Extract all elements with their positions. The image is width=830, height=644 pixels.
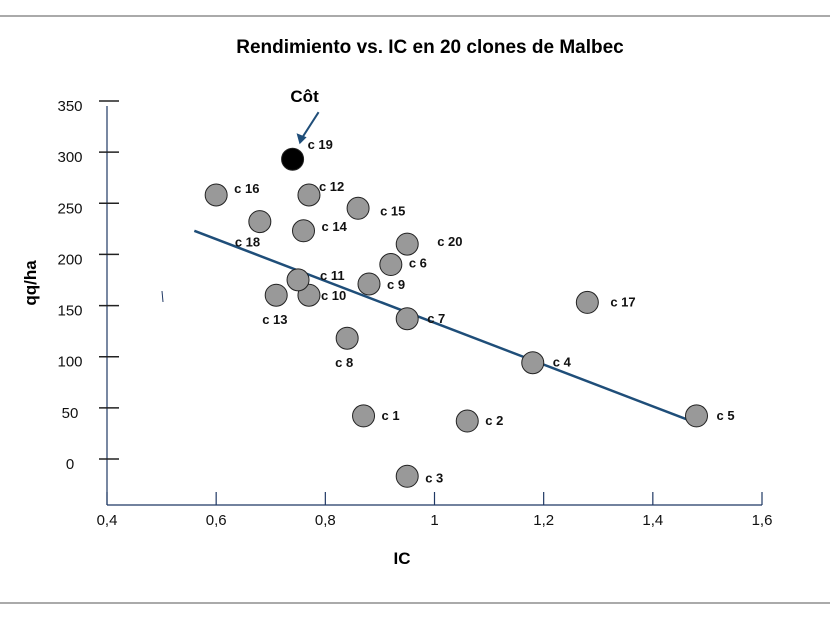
y-tick-label: 250 — [57, 200, 82, 217]
data-point — [395, 232, 419, 256]
callout-label: Côt — [290, 87, 319, 106]
y-axis-ticks: 0 50 100 150 200 250 300 350 — [57, 98, 119, 473]
data-point-label: c 16 — [234, 181, 259, 196]
data-point — [575, 290, 599, 314]
data-point — [379, 253, 403, 277]
data-point — [264, 283, 288, 307]
x-tick-label: 1,2 — [533, 512, 554, 529]
y-tick-label: 100 — [57, 354, 82, 371]
data-point-label: c 18 — [235, 235, 260, 250]
chart-title: Rendimiento vs. IC en 20 clones de Malbe… — [236, 37, 624, 58]
y-tick-label: 300 — [57, 149, 82, 166]
y-axis-title: qq/ha — [21, 260, 40, 306]
data-point-label: c 8 — [335, 355, 353, 370]
data-point-label: c 15 — [380, 203, 405, 218]
callout-arrowhead — [296, 133, 307, 145]
data-point-label: c 19 — [308, 137, 333, 152]
data-point — [297, 183, 321, 207]
y-tick-label: 0 — [66, 456, 74, 473]
data-point — [685, 404, 708, 428]
axes — [106, 106, 762, 506]
x-axis-title: IC — [394, 549, 411, 568]
data-point-label: c 9 — [387, 277, 405, 292]
data-point-label: c 11 — [320, 268, 345, 283]
data-point-labels: c 1 c 2 c 3 c 4 c 5 c 6 c 7 c 8 c 9 c 10 c 11 c 12 c… — [234, 137, 734, 485]
annotations: Côt — [290, 87, 320, 145]
data-point-label: c 17 — [610, 294, 635, 309]
stray-mark — [161, 290, 164, 303]
data-point-label: c 13 — [262, 312, 287, 327]
data-point-label: c 4 — [553, 355, 572, 370]
data-point — [248, 210, 272, 234]
x-tick-label: 0,4 — [97, 512, 118, 529]
data-point — [346, 196, 370, 220]
y-tick-label: 350 — [57, 98, 82, 115]
data-point-label: c 5 — [717, 408, 735, 423]
data-point-label: c 3 — [425, 470, 443, 485]
data-point-label: c 20 — [437, 234, 462, 249]
trendline-group — [193, 229, 697, 425]
x-tick-label: 1,4 — [642, 512, 663, 529]
data-point-highlight — [281, 147, 305, 171]
data-point — [204, 183, 228, 207]
data-point-label: c 1 — [382, 408, 400, 423]
data-point-label: c 7 — [427, 311, 445, 326]
x-tick-label: 0,6 — [206, 512, 227, 529]
data-point — [352, 404, 376, 428]
data-point — [521, 351, 545, 375]
x-axis-ticks: 0,4 0,6 0,8 1 1,2 1,4 1,6 — [97, 492, 773, 529]
data-point-label: c 12 — [319, 179, 344, 194]
data-point-label: c 2 — [485, 413, 503, 428]
y-tick-label: 150 — [57, 303, 82, 320]
data-point — [395, 307, 419, 331]
data-point-label: c 14 — [322, 219, 348, 234]
data-point — [335, 326, 359, 350]
callout-arrow-line — [299, 111, 320, 141]
data-point — [292, 219, 315, 243]
x-tick-label: 1 — [430, 512, 438, 529]
data-point-label: c 10 — [321, 288, 346, 303]
data-point-label: c 6 — [409, 256, 427, 271]
x-tick-label: 1,6 — [752, 512, 773, 529]
data-point — [357, 272, 381, 296]
y-tick-label: 50 — [62, 405, 79, 422]
data-point — [286, 268, 310, 292]
x-tick-label: 0,8 — [315, 512, 336, 529]
data-points — [204, 147, 708, 488]
data-point — [455, 409, 479, 433]
data-point — [395, 464, 419, 488]
y-tick-label: 200 — [57, 251, 82, 268]
trendline — [193, 229, 697, 425]
